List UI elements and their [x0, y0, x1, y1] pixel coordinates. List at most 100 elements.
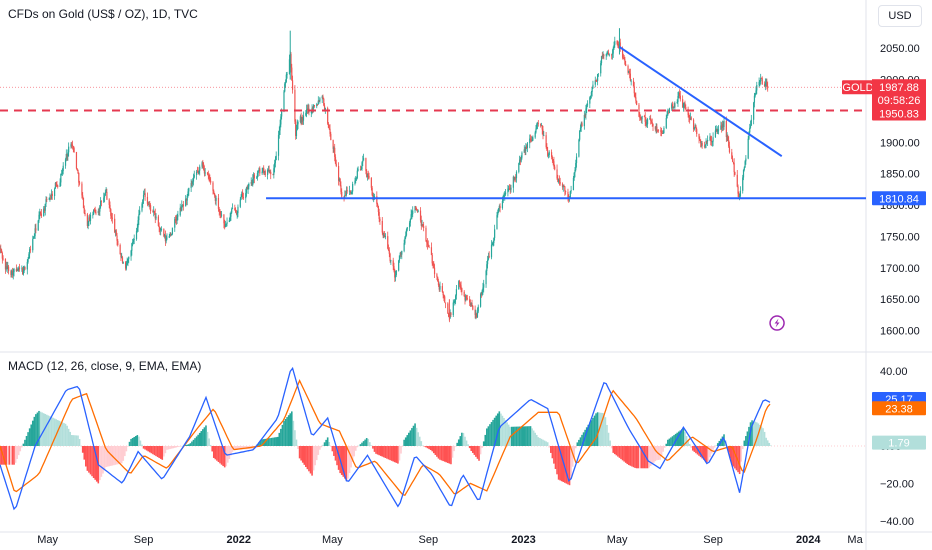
histogram-bar — [754, 421, 757, 446]
candle-body — [6, 265, 8, 270]
histogram-bar — [0, 446, 3, 465]
candle-body — [433, 267, 436, 275]
candle-body — [744, 161, 746, 168]
histogram-bar — [139, 440, 142, 446]
histogram-bar — [618, 446, 621, 458]
histogram-bar — [19, 446, 22, 452]
candle-body — [743, 167, 745, 170]
candle-body — [168, 236, 170, 238]
candle-body — [296, 124, 298, 130]
candle-body — [732, 161, 734, 163]
histogram-bar — [177, 446, 179, 448]
histogram-bar — [94, 446, 96, 480]
candle-body — [654, 126, 656, 130]
candle-body — [731, 152, 733, 159]
histogram-bar — [369, 442, 371, 446]
candle-body — [59, 182, 61, 187]
candle-body — [721, 125, 723, 128]
histogram-bar — [418, 436, 421, 446]
candle-body — [761, 78, 763, 85]
currency-button[interactable]: USD — [878, 5, 922, 27]
price-tick-label: 1850.00 — [880, 169, 920, 181]
histogram-bar — [242, 446, 245, 450]
candle-body — [367, 173, 369, 176]
histogram-bar — [571, 446, 574, 467]
histogram-bar — [425, 446, 427, 448]
candle-body — [707, 139, 709, 142]
histogram-bar — [228, 446, 231, 460]
histogram-bar — [668, 438, 671, 446]
histogram-bar — [417, 432, 419, 446]
candle-body — [142, 199, 144, 204]
candle-body — [428, 246, 430, 248]
histogram-bar — [501, 415, 504, 446]
candle-body — [389, 253, 391, 261]
candle-body — [329, 128, 331, 134]
histogram-bar — [356, 446, 359, 448]
histogram-bar — [216, 446, 218, 461]
histogram-bar — [540, 438, 543, 446]
candle-body — [753, 95, 756, 103]
histogram-bar — [300, 446, 302, 461]
candle-body — [650, 118, 652, 121]
histogram-bar — [755, 422, 758, 446]
candle-body — [43, 208, 45, 217]
histogram-bar — [325, 439, 327, 446]
candle-body — [694, 125, 696, 128]
candle-body — [671, 104, 673, 109]
countdown-tag: 09:58:26 — [878, 95, 921, 107]
candle-body — [685, 107, 687, 110]
histogram-bar — [731, 446, 733, 465]
histogram-bar — [478, 446, 480, 461]
candle-body — [636, 100, 638, 105]
candle-body — [247, 186, 249, 190]
histogram-bar — [81, 446, 84, 453]
histogram-bar — [496, 413, 499, 446]
histogram-bar — [21, 446, 23, 448]
candle-body — [518, 163, 520, 172]
histogram-bar — [592, 417, 594, 446]
histogram-bar — [721, 436, 724, 446]
candle-body — [690, 117, 692, 120]
histogram-bar — [198, 432, 201, 446]
histogram-bar — [517, 426, 519, 446]
histogram-bar — [106, 446, 109, 467]
histogram-bar — [99, 446, 101, 481]
candle-body — [591, 88, 593, 93]
candle-body — [508, 188, 510, 190]
histogram-bar — [414, 423, 416, 446]
candle-body — [267, 169, 269, 171]
candle-body — [214, 195, 216, 201]
histogram-bar — [191, 441, 193, 446]
candle-body — [100, 200, 103, 202]
candle-body — [639, 116, 641, 118]
candle-body — [754, 93, 756, 96]
candle-body — [618, 46, 620, 48]
candle-body — [745, 158, 747, 162]
histogram-bar — [208, 438, 210, 446]
candle-body — [426, 240, 428, 243]
candle-body — [356, 170, 358, 178]
candle-body — [755, 90, 757, 94]
histogram-bar — [621, 446, 624, 461]
candle-body — [280, 116, 282, 125]
histogram-bar — [53, 418, 56, 446]
histogram-bar — [551, 446, 554, 459]
candle-body — [640, 119, 642, 121]
candle-body — [241, 192, 243, 197]
candle-body — [171, 227, 174, 235]
candle-body — [705, 140, 707, 146]
histogram-bar — [565, 446, 568, 484]
candle-body — [77, 170, 79, 174]
candle-body — [237, 206, 239, 214]
candle-body — [421, 224, 423, 226]
histogram-bar — [507, 424, 510, 446]
candle-body — [581, 123, 583, 127]
histogram-bar — [180, 446, 182, 447]
histogram-value-tag-bg — [872, 435, 926, 450]
candle-body — [157, 216, 159, 227]
candle-body — [426, 242, 429, 245]
histogram-bar — [169, 446, 171, 450]
candle-body — [504, 194, 506, 197]
